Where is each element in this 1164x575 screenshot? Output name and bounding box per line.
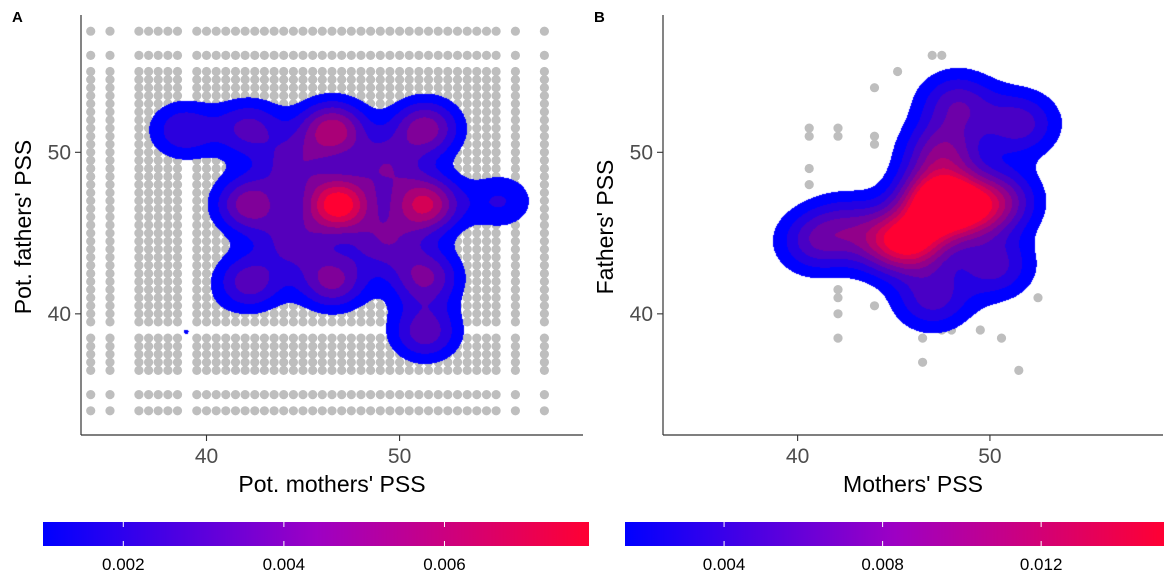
panel-b-density	[663, 15, 1163, 435]
x-tick-label: 50	[978, 445, 1001, 468]
panel-a-ticks: 40 50 40 50	[48, 141, 412, 468]
panel-b: B 40 50 40 50 Mothers' PSS Fathers' PSS 0.0…	[592, 9, 1164, 574]
panel-b-y-axis-title: Fathers' PSS	[592, 160, 618, 295]
colorbar-label: 0.002	[102, 555, 145, 574]
colorbar-label: 0.012	[1020, 555, 1063, 574]
panel-b-letter: B	[594, 9, 605, 26]
x-tick-label: 40	[195, 445, 218, 468]
panel-a-y-axis-title: Pot. fathers' PSS	[10, 140, 36, 314]
colorbar-label: 0.004	[703, 555, 746, 574]
x-tick-label: 50	[388, 445, 411, 468]
panel-a: A 40 50 40 50 Pot. mothers' PSS Pot. father…	[10, 9, 589, 574]
x-tick-label: 40	[786, 445, 809, 468]
y-tick-label: 50	[630, 141, 653, 164]
y-tick-label: 40	[630, 303, 653, 326]
panel-a-colorbar: 0.002 0.004 0.006	[43, 522, 589, 574]
panel-a-colorbar-gradient	[43, 522, 589, 546]
y-tick-label: 40	[48, 303, 71, 326]
colorbar-label: 0.006	[423, 555, 466, 574]
panel-b-ticks: 40 50 40 50	[630, 141, 1002, 468]
colorbar-label: 0.004	[263, 555, 306, 574]
panel-a-x-axis-title: Pot. mothers' PSS	[238, 471, 425, 497]
panel-b-colorbar: 0.004 0.008 0.012	[625, 522, 1164, 574]
panel-a-letter: A	[12, 9, 23, 26]
panel-b-colorbar-gradient	[625, 522, 1164, 546]
panel-b-x-axis-title: Mothers' PSS	[843, 471, 983, 497]
panel-a-density	[81, 15, 583, 435]
colorbar-label: 0.008	[861, 555, 904, 574]
y-tick-label: 50	[48, 141, 71, 164]
